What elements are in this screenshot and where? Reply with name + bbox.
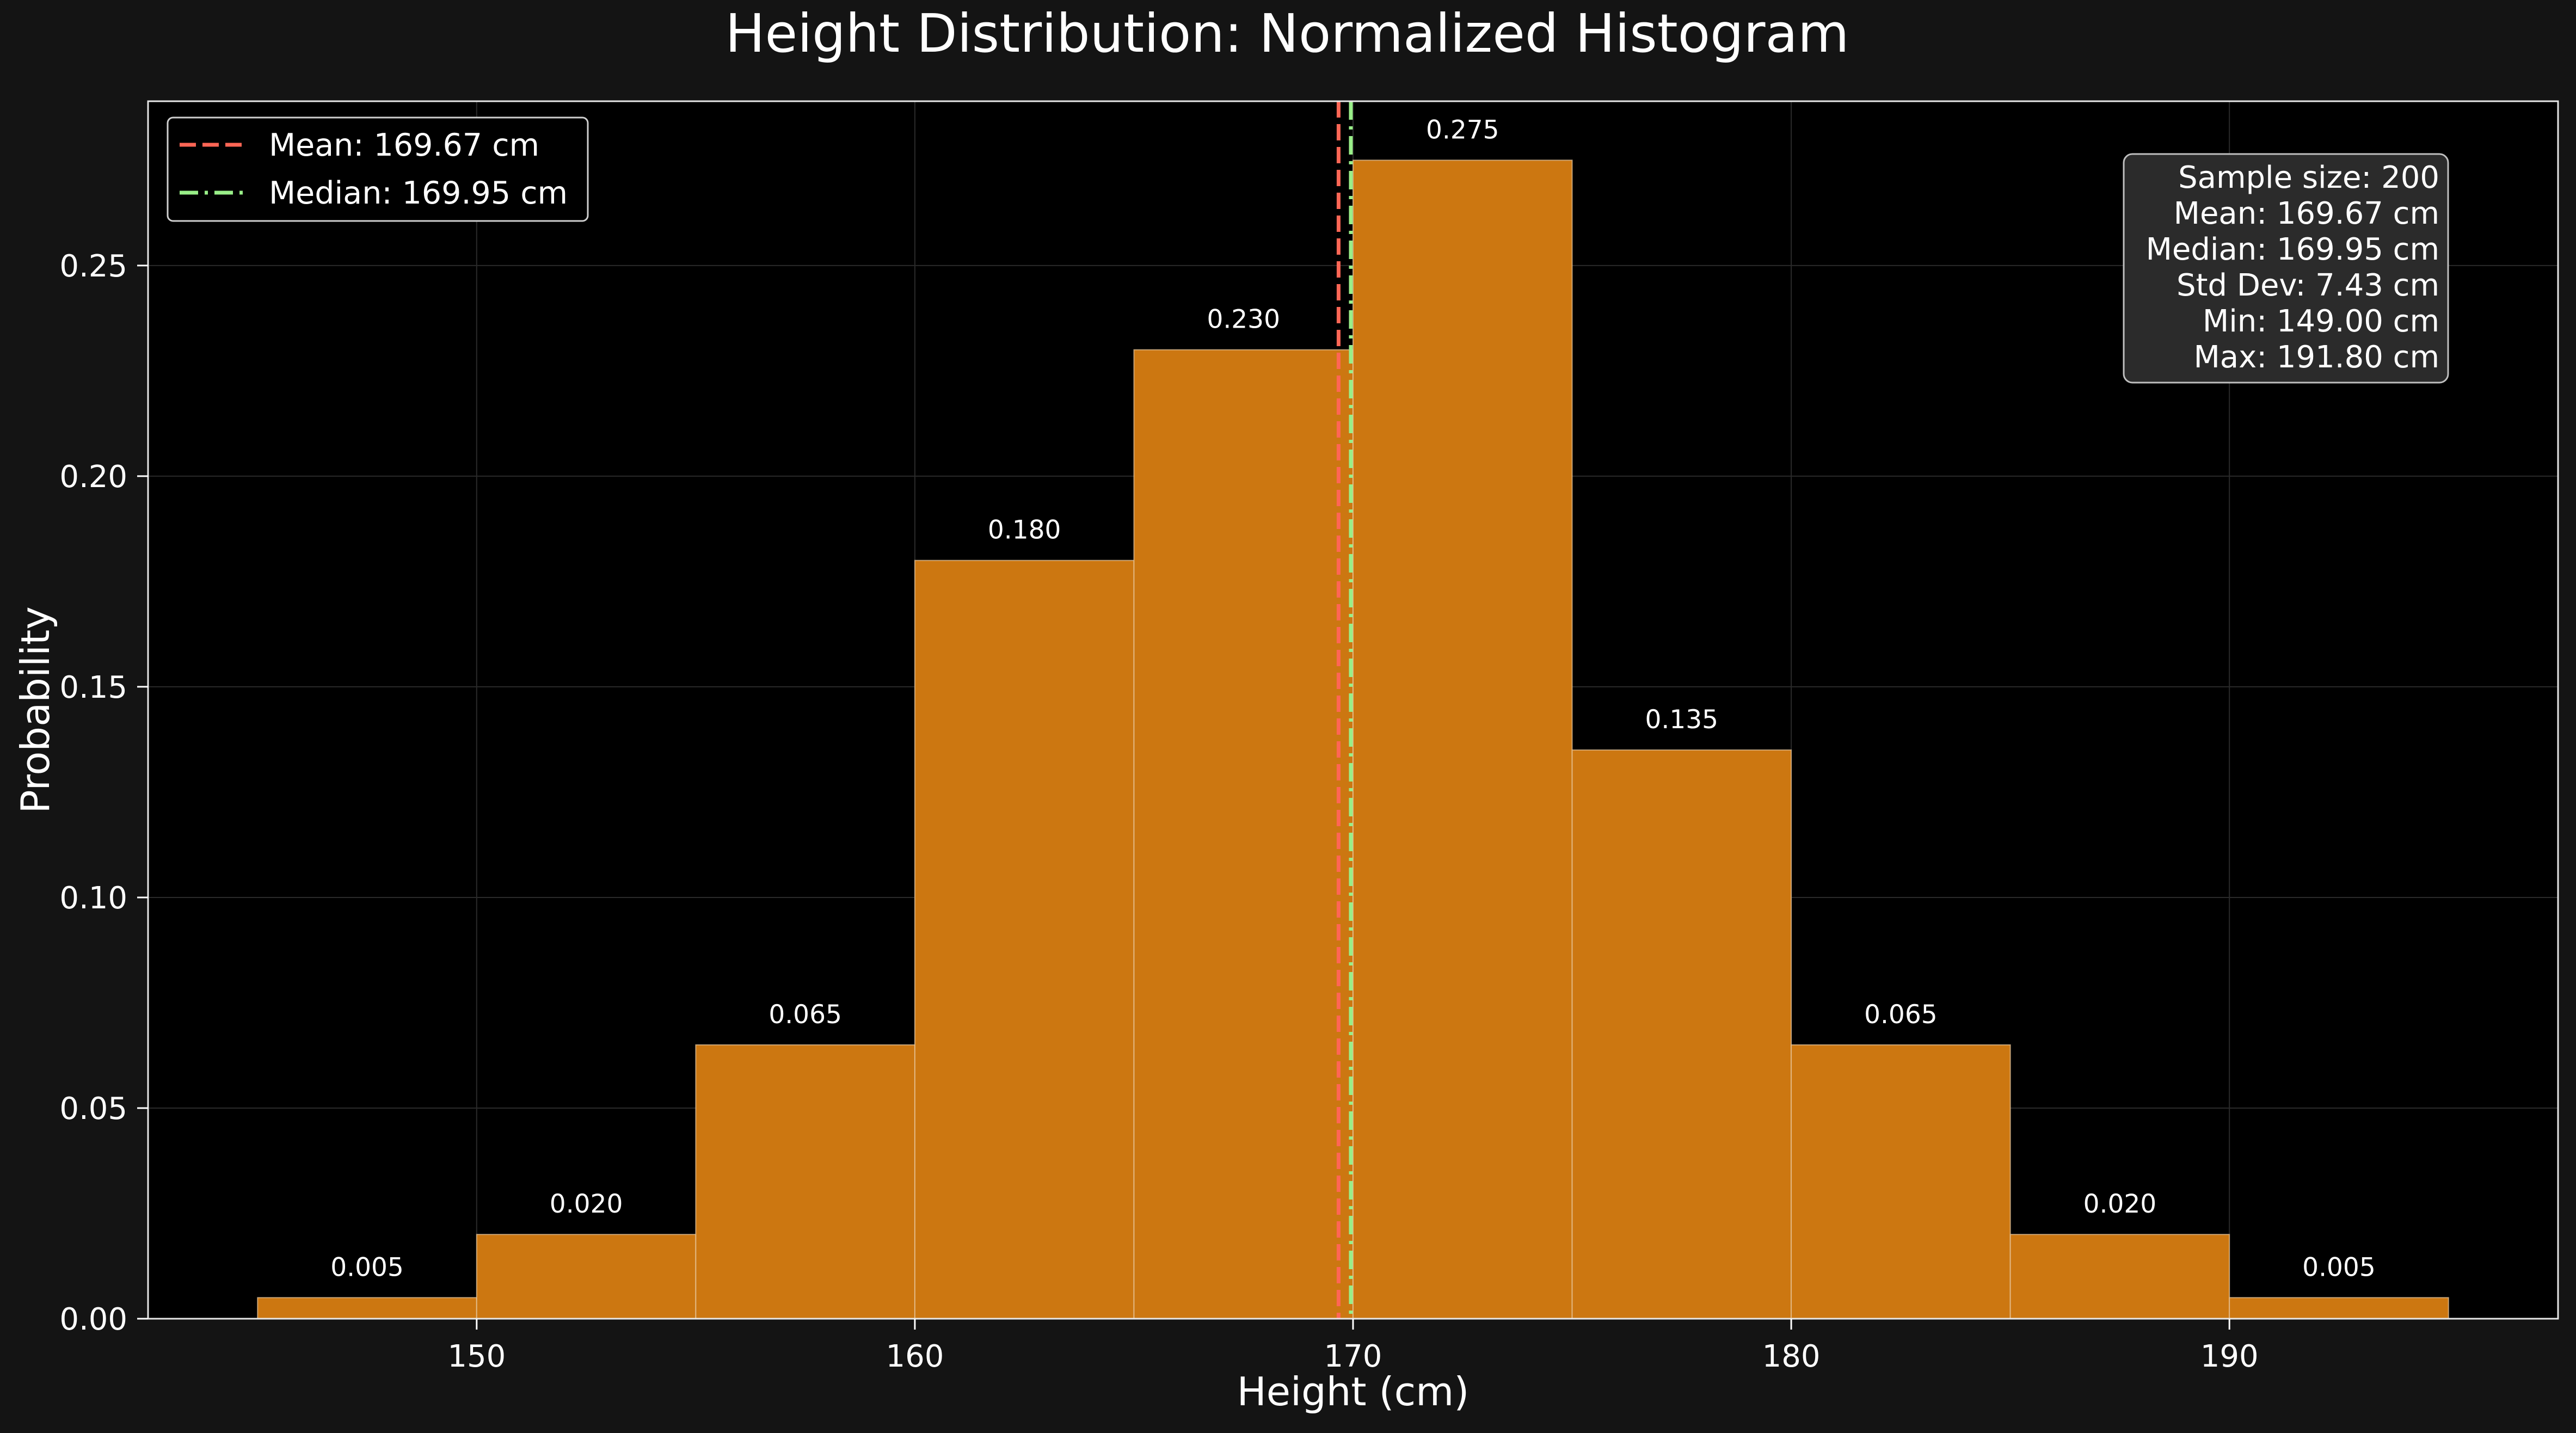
x-axis-ticks: 150 160 170 180 190 — [447, 1319, 2259, 1374]
x-tick-label: 150 — [447, 1339, 506, 1374]
histogram-bar — [2009, 1234, 2230, 1320]
bar-value-label: 0.020 — [550, 1189, 623, 1219]
bar-value-label: 0.020 — [2083, 1189, 2157, 1219]
stats-box-frame — [2123, 153, 2449, 384]
legend-median-label: Median: 169.95 cm — [269, 175, 568, 211]
histogram-bar — [1571, 749, 1792, 1319]
y-axis-label: Probability — [13, 606, 58, 814]
x-tick-label: 190 — [2200, 1339, 2259, 1374]
bar-value-label: 0.180 — [988, 515, 1061, 545]
stats-line: Min: 149.00 cm — [2203, 304, 2439, 339]
x-tick-label: 160 — [886, 1339, 944, 1374]
stats-line: Sample size: 200 — [2178, 160, 2439, 195]
y-tick-label: 0.20 — [59, 459, 127, 495]
histogram-bar — [2229, 1297, 2449, 1320]
y-tick-label: 0.10 — [59, 881, 127, 916]
bar-value-label: 0.065 — [1864, 1000, 1938, 1030]
histogram-bar — [914, 559, 1135, 1319]
legend-box — [167, 116, 589, 222]
bar-value-labels: 0.005 0.020 0.065 0.180 0.230 0.275 0.135 0.065… — [330, 115, 2375, 1282]
y-tick-label: 0.15 — [59, 670, 127, 705]
bar-value-label: 0.230 — [1207, 305, 1280, 335]
histogram-bar — [695, 1044, 915, 1320]
bar-value-label: 0.275 — [1426, 115, 1499, 145]
legend: Mean: 169.67 cm Median: 169.95 cm — [167, 116, 589, 222]
x-axis-label: Height (cm) — [1237, 1369, 1470, 1414]
histogram-bar — [1352, 159, 1573, 1320]
y-tick-label: 0.25 — [59, 249, 127, 284]
stats-line: Mean: 169.67 cm — [2174, 196, 2439, 231]
legend-mean-label: Mean: 169.67 cm — [269, 127, 539, 163]
stats-line: Max: 191.80 cm — [2193, 340, 2439, 375]
histogram-bar — [476, 1234, 697, 1320]
chart-title: Height Distribution: Normalized Histogra… — [726, 3, 1849, 64]
bar-value-label: 0.065 — [769, 1000, 842, 1030]
stats-line: Std Dev: 7.43 cm — [2177, 268, 2439, 303]
bar-value-label: 0.005 — [2302, 1252, 2376, 1282]
y-tick-label: 0.00 — [59, 1302, 127, 1337]
stats-line: Median: 169.95 cm — [2146, 232, 2439, 267]
reference-lines — [1336, 101, 1353, 1319]
x-tick-label: 180 — [1762, 1339, 1821, 1374]
histogram-bar — [257, 1297, 477, 1320]
y-axis-ticks: 0.00 0.05 0.10 0.15 0.20 0.25 — [59, 249, 148, 1337]
bar-value-label: 0.005 — [330, 1252, 404, 1282]
y-tick-label: 0.05 — [59, 1091, 127, 1127]
bar-value-label: 0.135 — [1645, 705, 1719, 735]
histogram-bar — [1791, 1044, 2011, 1320]
x-tick-label: 170 — [1324, 1339, 1382, 1374]
histogram-bar — [1133, 349, 1354, 1319]
histogram-bars — [257, 159, 2449, 1320]
